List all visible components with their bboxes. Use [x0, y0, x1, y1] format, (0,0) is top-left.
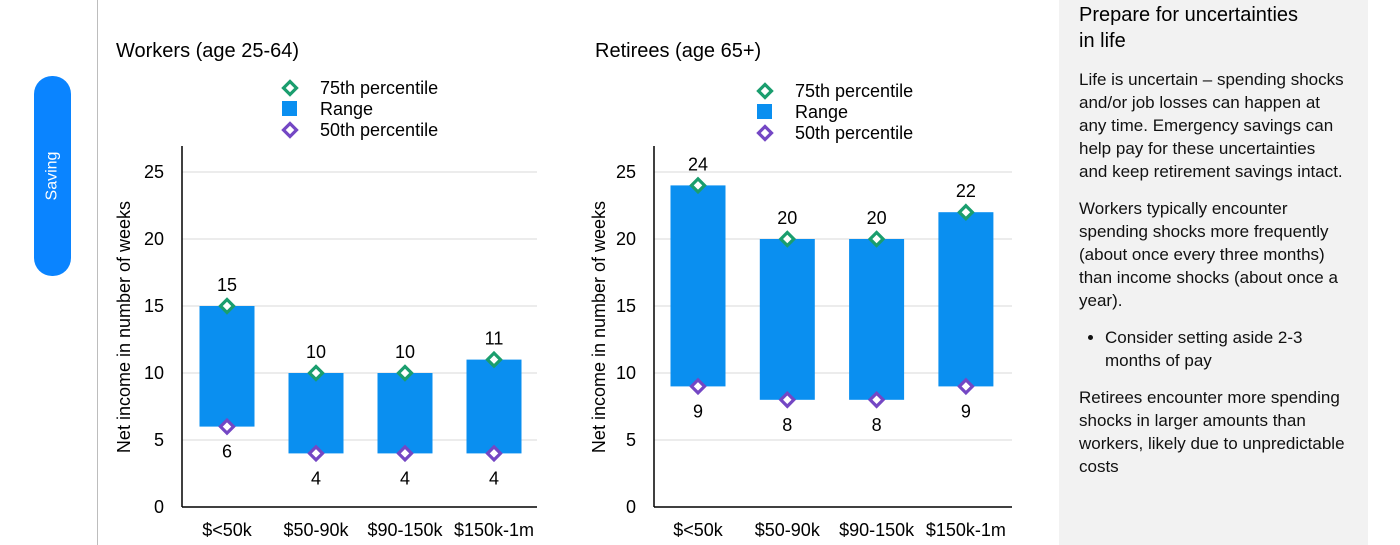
y-tick-label: 10 [144, 363, 164, 383]
saving-tab[interactable]: Saving [34, 76, 71, 276]
x-category-label: $50-90k [755, 520, 821, 540]
y-tick-label: 5 [154, 430, 164, 450]
x-category-label: $150k-1m [926, 520, 1006, 540]
x-category-label: $50-90k [283, 520, 349, 540]
legend-label: 50th percentile [795, 123, 913, 143]
p50-marker [218, 417, 236, 436]
p75-value-label: 20 [867, 208, 887, 228]
p50-value-label: 6 [222, 442, 232, 462]
p50-marker [485, 444, 503, 463]
p75-marker [485, 350, 503, 369]
x-category-label: $<50k [673, 520, 724, 540]
legend-75th-marker [756, 82, 774, 100]
range-bar [759, 239, 815, 400]
y-axis-label: Net income in number of weeks [589, 201, 609, 453]
x-category-label: $90-150k [367, 520, 443, 540]
p50-value-label: 4 [400, 468, 410, 488]
chart-title: Workers (age 25-64) [116, 40, 299, 62]
p50-value-label: 4 [489, 468, 499, 488]
p75-value-label: 10 [306, 342, 326, 362]
range-bar [199, 306, 255, 427]
panel-paragraph-2: Workers typically encounter spending sho… [1079, 199, 1338, 310]
p75-marker [218, 297, 236, 315]
legend-label: 75th percentile [320, 78, 438, 98]
p75-marker [778, 230, 797, 248]
legend-label: Range [320, 99, 373, 119]
range-bar [466, 359, 522, 454]
y-tick-label: 0 [154, 497, 164, 517]
p50-marker [778, 391, 797, 409]
range-bar [288, 373, 344, 454]
panel-bullet-list: Consider setting aside 2-3 months of pay [1079, 326, 1348, 372]
p75-marker [957, 203, 975, 221]
p75-value-label: 20 [777, 208, 797, 228]
p75-marker [307, 364, 325, 382]
p75-value-label: 10 [395, 342, 415, 362]
y-tick-label: 5 [626, 430, 636, 450]
range-bar [938, 212, 994, 387]
legend-50th-marker [756, 124, 774, 142]
p50-marker [689, 377, 707, 396]
legend-range-swatch [757, 104, 772, 119]
panel-paragraph-3: Retirees encounter more spending shocks … [1079, 388, 1345, 476]
info-panel: Prepare for uncertainties in life Life i… [1059, 0, 1368, 545]
p75-marker [396, 364, 414, 382]
p50-value-label: 8 [872, 415, 882, 435]
p75-value-label: 15 [217, 275, 237, 295]
panel-title: Prepare for uncertainties in life [1079, 4, 1299, 52]
y-tick-label: 0 [626, 497, 636, 517]
range-bar [849, 239, 905, 400]
x-category-label: $<50k [202, 520, 253, 540]
sidebar-divider [97, 0, 98, 545]
p50-value-label: 4 [311, 468, 321, 488]
legend-label: 75th percentile [795, 81, 913, 101]
x-category-label: $90-150k [839, 520, 915, 540]
legend-label: Range [795, 102, 848, 122]
y-tick-label: 20 [616, 229, 636, 249]
chart-retirees: Retirees (age 65+)75th percentileRange50… [589, 40, 1012, 540]
legend-label: 50th percentile [320, 120, 438, 140]
p50-marker [396, 444, 414, 463]
p75-value-label: 24 [688, 154, 708, 174]
chart-title: Retirees (age 65+) [595, 40, 761, 62]
y-axis-label: Net income in number of weeks [114, 201, 134, 453]
p75-marker [867, 230, 886, 248]
p50-value-label: 8 [782, 415, 792, 435]
p50-value-label: 9 [961, 401, 971, 421]
y-tick-label: 15 [144, 296, 164, 316]
chart-workers: Workers (age 25-64)75th percentileRange5… [114, 40, 537, 540]
p50-marker [307, 444, 325, 463]
panel-bullet-1: Consider setting aside 2-3 months of pay [1105, 326, 1348, 372]
y-tick-label: 25 [144, 162, 164, 182]
legend-range-swatch [282, 101, 297, 116]
p50-value-label: 9 [693, 401, 703, 421]
x-category-label: $150k-1m [454, 520, 534, 540]
range-bar [377, 373, 433, 454]
p50-marker [957, 377, 975, 396]
panel-paragraph-1: Life is uncertain – spending shocks and/… [1079, 70, 1344, 181]
p75-marker [689, 176, 707, 195]
charts-area: Workers (age 25-64)75th percentileRange5… [114, 40, 1012, 540]
range-bar [670, 185, 726, 387]
p75-value-label: 22 [956, 181, 976, 201]
y-tick-label: 15 [616, 296, 636, 316]
p75-value-label: 11 [485, 329, 504, 349]
y-tick-label: 10 [616, 363, 636, 383]
p50-marker [867, 391, 886, 409]
legend-50th-marker [281, 121, 299, 139]
legend-75th-marker [281, 79, 299, 97]
y-tick-label: 20 [144, 229, 164, 249]
y-tick-label: 25 [616, 162, 636, 182]
